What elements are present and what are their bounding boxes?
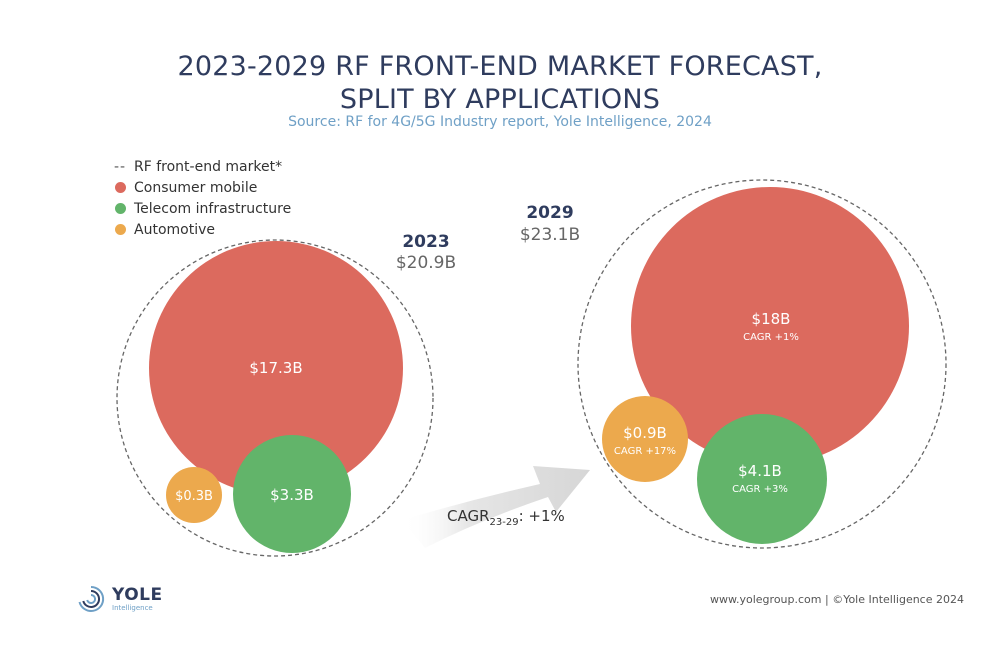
chart-title: 2023-2029 RF FRONT-END MARKET FORECAST, … — [0, 50, 1000, 116]
year-label-2023: 2023 — [402, 232, 449, 252]
yole-logo-icon — [78, 585, 105, 612]
footer-credit: www.yolegroup.com | ©Yole Intelligence 2… — [710, 593, 964, 606]
legend-label-telecom: Telecom infrastructure — [134, 200, 292, 217]
value-label-telecom-2023: $3.3B — [270, 486, 314, 504]
cagr-arrow-label: CAGR23-29: +1% — [447, 507, 565, 528]
bubble-automotive-2023 — [166, 467, 222, 523]
legend-dot-telecom — [115, 203, 126, 214]
cagr-arrow — [402, 466, 590, 548]
total-ring-2023 — [116, 239, 434, 557]
yole-logo: YOLE Intelligence — [76, 584, 163, 614]
legend-item-telecom: Telecom infrastructure — [114, 198, 291, 219]
cagr-label-automotive-2029: CAGR +17% — [614, 446, 676, 457]
total-ring-2029 — [577, 179, 947, 549]
bubble-consumer-2029 — [631, 187, 909, 465]
chart-source: Source: RF for 4G/5G Industry report, Yo… — [288, 114, 712, 130]
legend-dash-marker: -- — [114, 158, 127, 175]
bubble-automotive-2029 — [602, 396, 688, 482]
value-label-automotive-2023: $0.3B — [175, 489, 213, 504]
legend: -- RF front-end market* Consumer mobile … — [114, 156, 291, 240]
cagr-label-telecom-2029: CAGR +3% — [732, 484, 788, 495]
chart-title-line-1: 2023-2029 RF FRONT-END MARKET FORECAST, — [177, 51, 823, 82]
cagr-label-consumer-2029: CAGR +1% — [743, 332, 799, 343]
legend-item-consumer: Consumer mobile — [114, 177, 291, 198]
legend-dot-consumer — [115, 182, 126, 193]
bubble-telecom-2023 — [233, 435, 351, 553]
bubble-consumer-2023 — [149, 241, 403, 495]
value-label-consumer-2023: $17.3B — [249, 359, 302, 377]
value-label-telecom-2029: $4.1B — [738, 462, 782, 480]
bubble-telecom-2029 — [697, 414, 827, 544]
logo-name: YOLE — [112, 584, 163, 605]
total-label-2023: $20.9B — [396, 253, 456, 273]
chart-title-line-2: SPLIT BY APPLICATIONS — [339, 84, 661, 115]
legend-label-consumer: Consumer mobile — [134, 179, 258, 196]
legend-label-automotive: Automotive — [134, 221, 215, 238]
value-label-automotive-2029: $0.9B — [623, 424, 667, 442]
legend-dot-automotive — [115, 224, 126, 235]
legend-item-automotive: Automotive — [114, 219, 291, 240]
logo-subtitle: Intelligence — [112, 603, 153, 612]
value-label-consumer-2029: $18B — [752, 310, 791, 328]
legend-label-total: RF front-end market* — [134, 158, 283, 175]
total-label-2029: $23.1B — [520, 225, 580, 245]
legend-item-total: -- RF front-end market* — [114, 156, 291, 177]
year-label-2029: 2029 — [526, 203, 573, 223]
